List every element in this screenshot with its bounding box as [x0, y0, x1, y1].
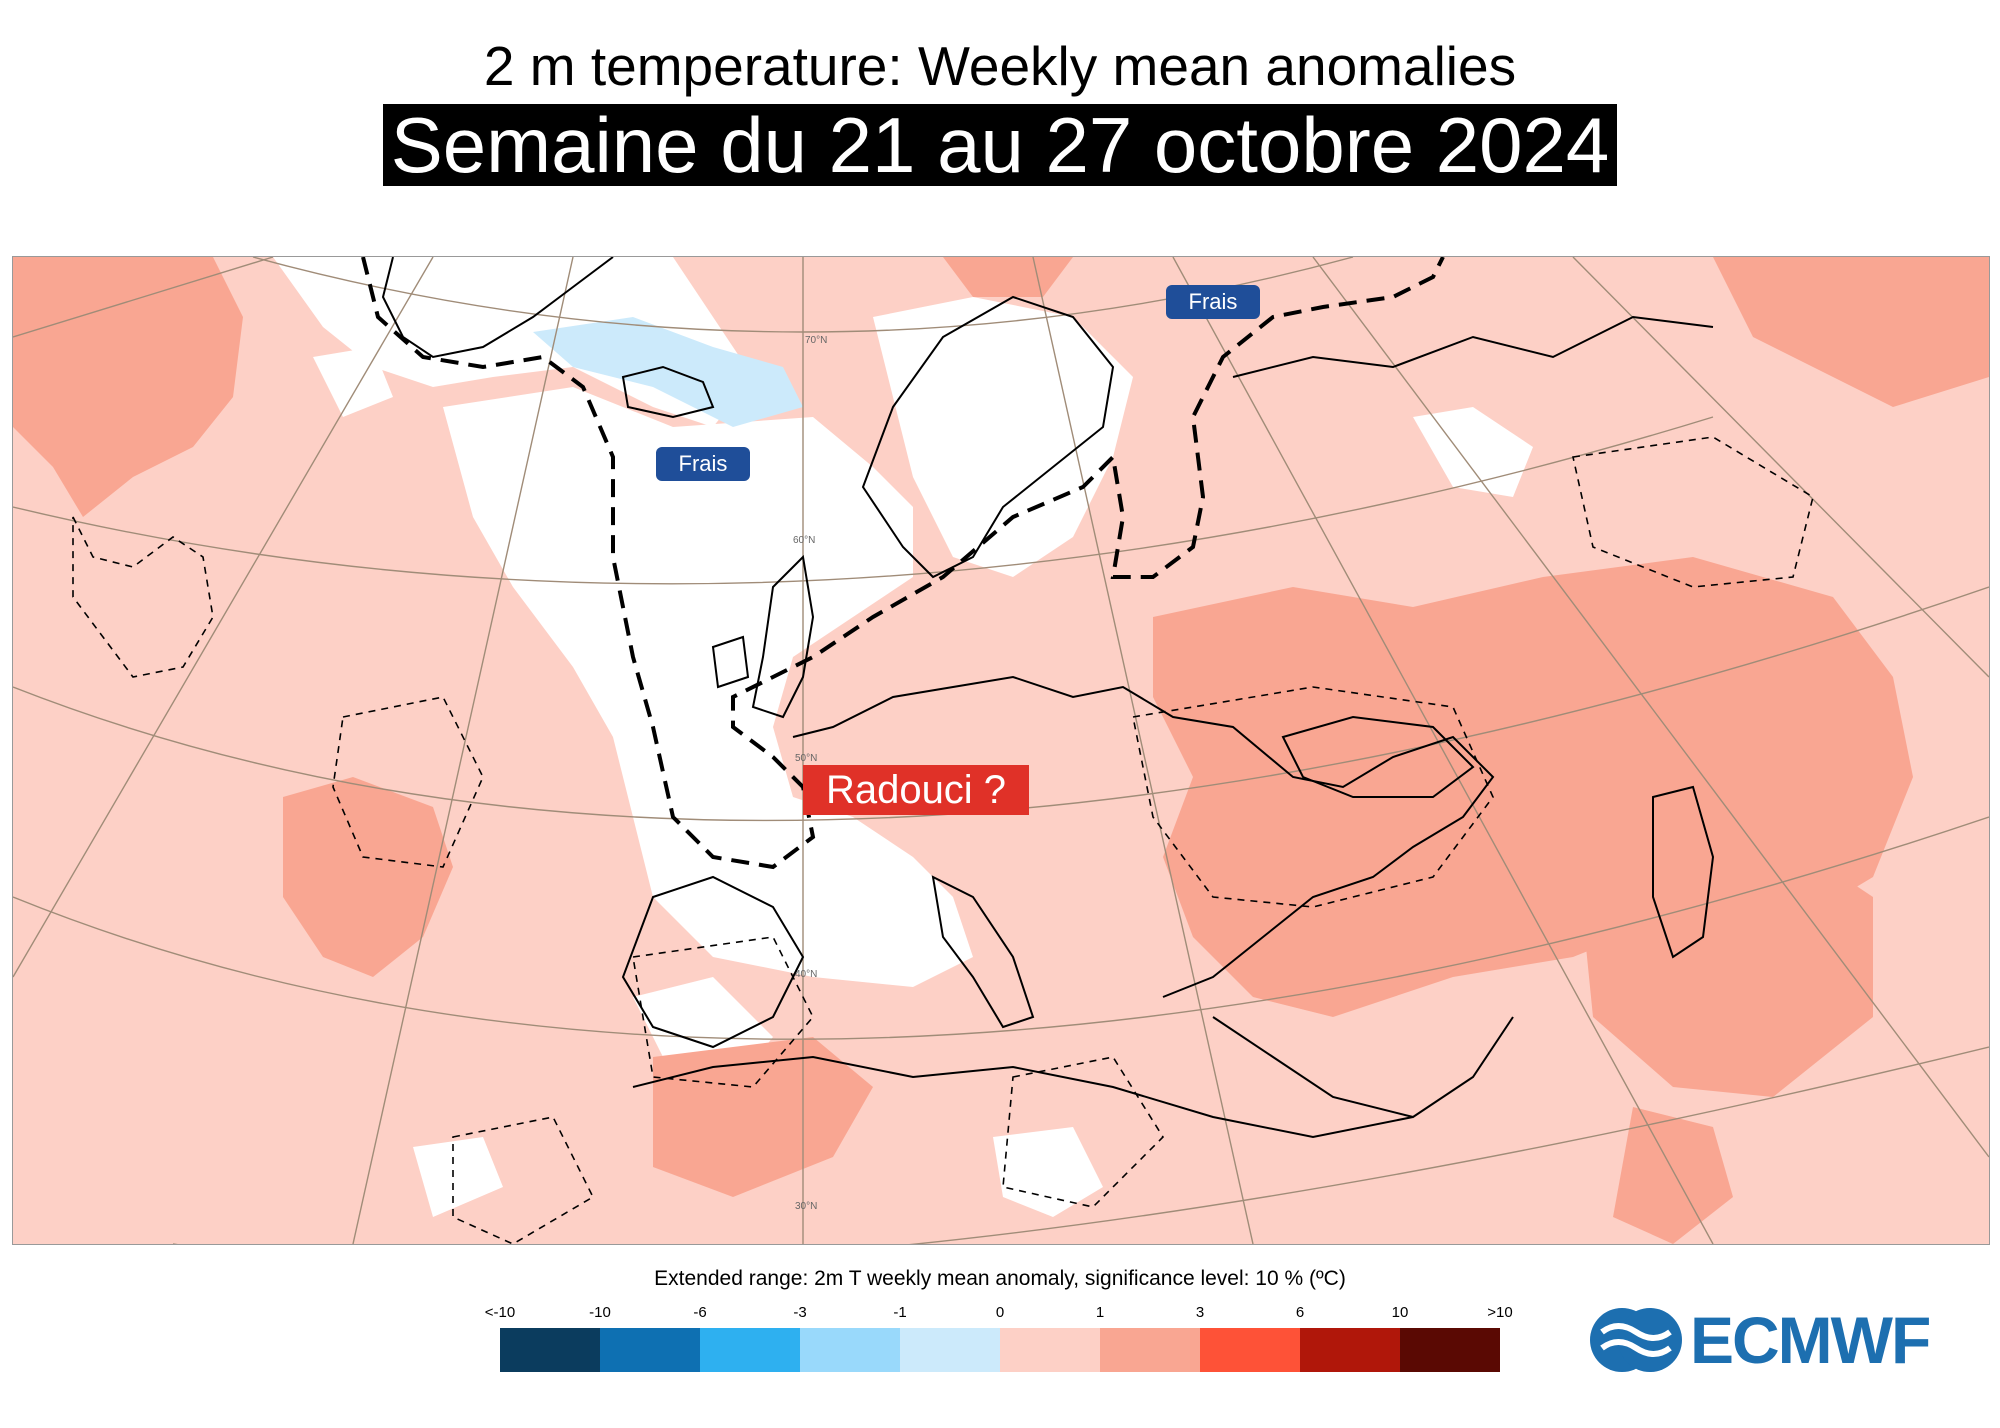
map-canvas: 70°N 60°N 50°N 40°N 30°N: [13, 257, 1989, 1244]
atlantic-warm-blob: [283, 777, 453, 977]
ecmwf-logo-text: ECMWF: [1690, 1303, 1931, 1377]
frais-label-east: Frais: [1188, 289, 1238, 314]
italy-coast: [931, 875, 1035, 1029]
dashed-contour-3: [632, 936, 814, 1088]
color-scale-swatch: [1100, 1328, 1200, 1372]
lat-label-60n: 60°N: [793, 535, 815, 546]
significance-contours: [72, 436, 1814, 1244]
dashed-contour-5: [1572, 436, 1814, 588]
cold-contour-west: [361, 257, 1445, 870]
ecmwf-logo: ECMWF: [1588, 1306, 1968, 1374]
parallel-60n: [13, 416, 1714, 585]
legend-tick: 10: [1391, 1304, 1409, 1321]
annotation-contours: [361, 257, 1445, 870]
sahara-warm-region: [653, 1037, 873, 1197]
africa-white-patch: [993, 1127, 1103, 1217]
iberia-coast: [621, 875, 805, 1049]
lat-label-50n: 50°N: [795, 753, 817, 764]
legend-tick: <-10: [484, 1304, 516, 1321]
ireland-coast: [711, 635, 750, 689]
color-scale-swatch: [500, 1328, 600, 1372]
dashed-contour-1: [72, 516, 214, 678]
scandinavia-white-region: [873, 297, 1133, 577]
central-asia-warm-region: [1573, 817, 1873, 1097]
anomaly-map[interactable]: 70°N 60°N 50°N 40°N 30°N Frais Frais Rad…: [12, 256, 1990, 1245]
legend-tick: -3: [793, 1304, 807, 1321]
greenland-coast: [381, 257, 614, 359]
color-scale-swatch: [800, 1328, 900, 1372]
siberia-warm-region: [1713, 257, 1989, 407]
color-scale-swatch: [1300, 1328, 1400, 1372]
africa-coast: [632, 1055, 1414, 1139]
color-scale-swatch: [700, 1328, 800, 1372]
coastlines: [381, 257, 1715, 1139]
legend-tick: >10: [1487, 1304, 1513, 1321]
caspian-coast: [1652, 785, 1715, 959]
week-subtitle: Semaine du 21 au 27 octobre 2024: [382, 104, 1618, 186]
color-scale-swatch: [1200, 1328, 1300, 1372]
mediterranean-east-coast: [1212, 1016, 1514, 1119]
britain-coast: [751, 554, 815, 719]
arctic-coast: [1232, 315, 1714, 378]
legend-title: Extended range: 2m T weekly mean anomaly…: [654, 1267, 1346, 1290]
ecmwf-emblem-icon: [1590, 1308, 1682, 1372]
color-scale-bar: [500, 1328, 1500, 1372]
subtitle-container: Semaine du 21 au 27 octobre 2024: [0, 104, 2000, 186]
dashed-contour-7: [1002, 1056, 1165, 1208]
legend-tick: 0: [995, 1304, 1005, 1321]
lat-label-70n: 70°N: [805, 335, 827, 346]
greenland-white-region: [273, 257, 753, 427]
lat-label-40n: 40°N: [795, 969, 817, 980]
frais-badge-east: Frais: [1166, 285, 1260, 319]
radouci-badge: Radouci ?: [803, 765, 1029, 815]
dashed-contour-6: [452, 1116, 595, 1244]
parallel-30n: [173, 1046, 1989, 1244]
radouci-label: Radouci ?: [825, 768, 1007, 812]
legend-tick: -10: [589, 1304, 611, 1321]
chart-title: 2 m temperature: Weekly mean anomalies: [483, 35, 1517, 97]
legend-tick: -6: [693, 1304, 707, 1321]
dashed-contour-2: [332, 696, 484, 868]
west-europe-white-region: [443, 387, 973, 987]
color-scale-swatch: [900, 1328, 1000, 1372]
legend-tick: 6: [1295, 1304, 1305, 1321]
legend-tick: 3: [1195, 1304, 1205, 1321]
color-scale-swatch: [1000, 1328, 1100, 1372]
parallel-50n: [13, 586, 1989, 822]
dashed-contour-4: [1132, 686, 1494, 908]
color-scale-swatch: [600, 1328, 700, 1372]
black-sea-coast: [1281, 715, 1475, 798]
canary-white-patch: [413, 1137, 503, 1217]
frais-label-west: Frais: [678, 451, 728, 476]
iceland-white-patch: [313, 347, 393, 417]
iceland-blue-patch: [533, 317, 803, 427]
arabia-warm-region: [1613, 1107, 1733, 1244]
color-scale-swatch: [1400, 1328, 1500, 1372]
scandinavia-coast: [861, 295, 1115, 579]
norway-warm-patch: [943, 257, 1073, 297]
canada-warm-region: [13, 257, 243, 517]
graticule: [13, 257, 1989, 1244]
legend-tick: -1: [893, 1304, 907, 1321]
legend-tick: 1: [1095, 1304, 1105, 1321]
europe-coast: [792, 675, 1495, 998]
neutral-anomaly-regions: [273, 257, 1533, 1217]
latitude-labels: 70°N 60°N 50°N 40°N 30°N: [793, 335, 827, 1212]
frais-badge-west: Frais: [656, 447, 750, 481]
iceland-coast: [621, 365, 715, 419]
lat-label-30n: 30°N: [795, 1201, 817, 1212]
parallel-40n: [13, 816, 1989, 1040]
warm-anomaly-regions: [13, 257, 1989, 1244]
